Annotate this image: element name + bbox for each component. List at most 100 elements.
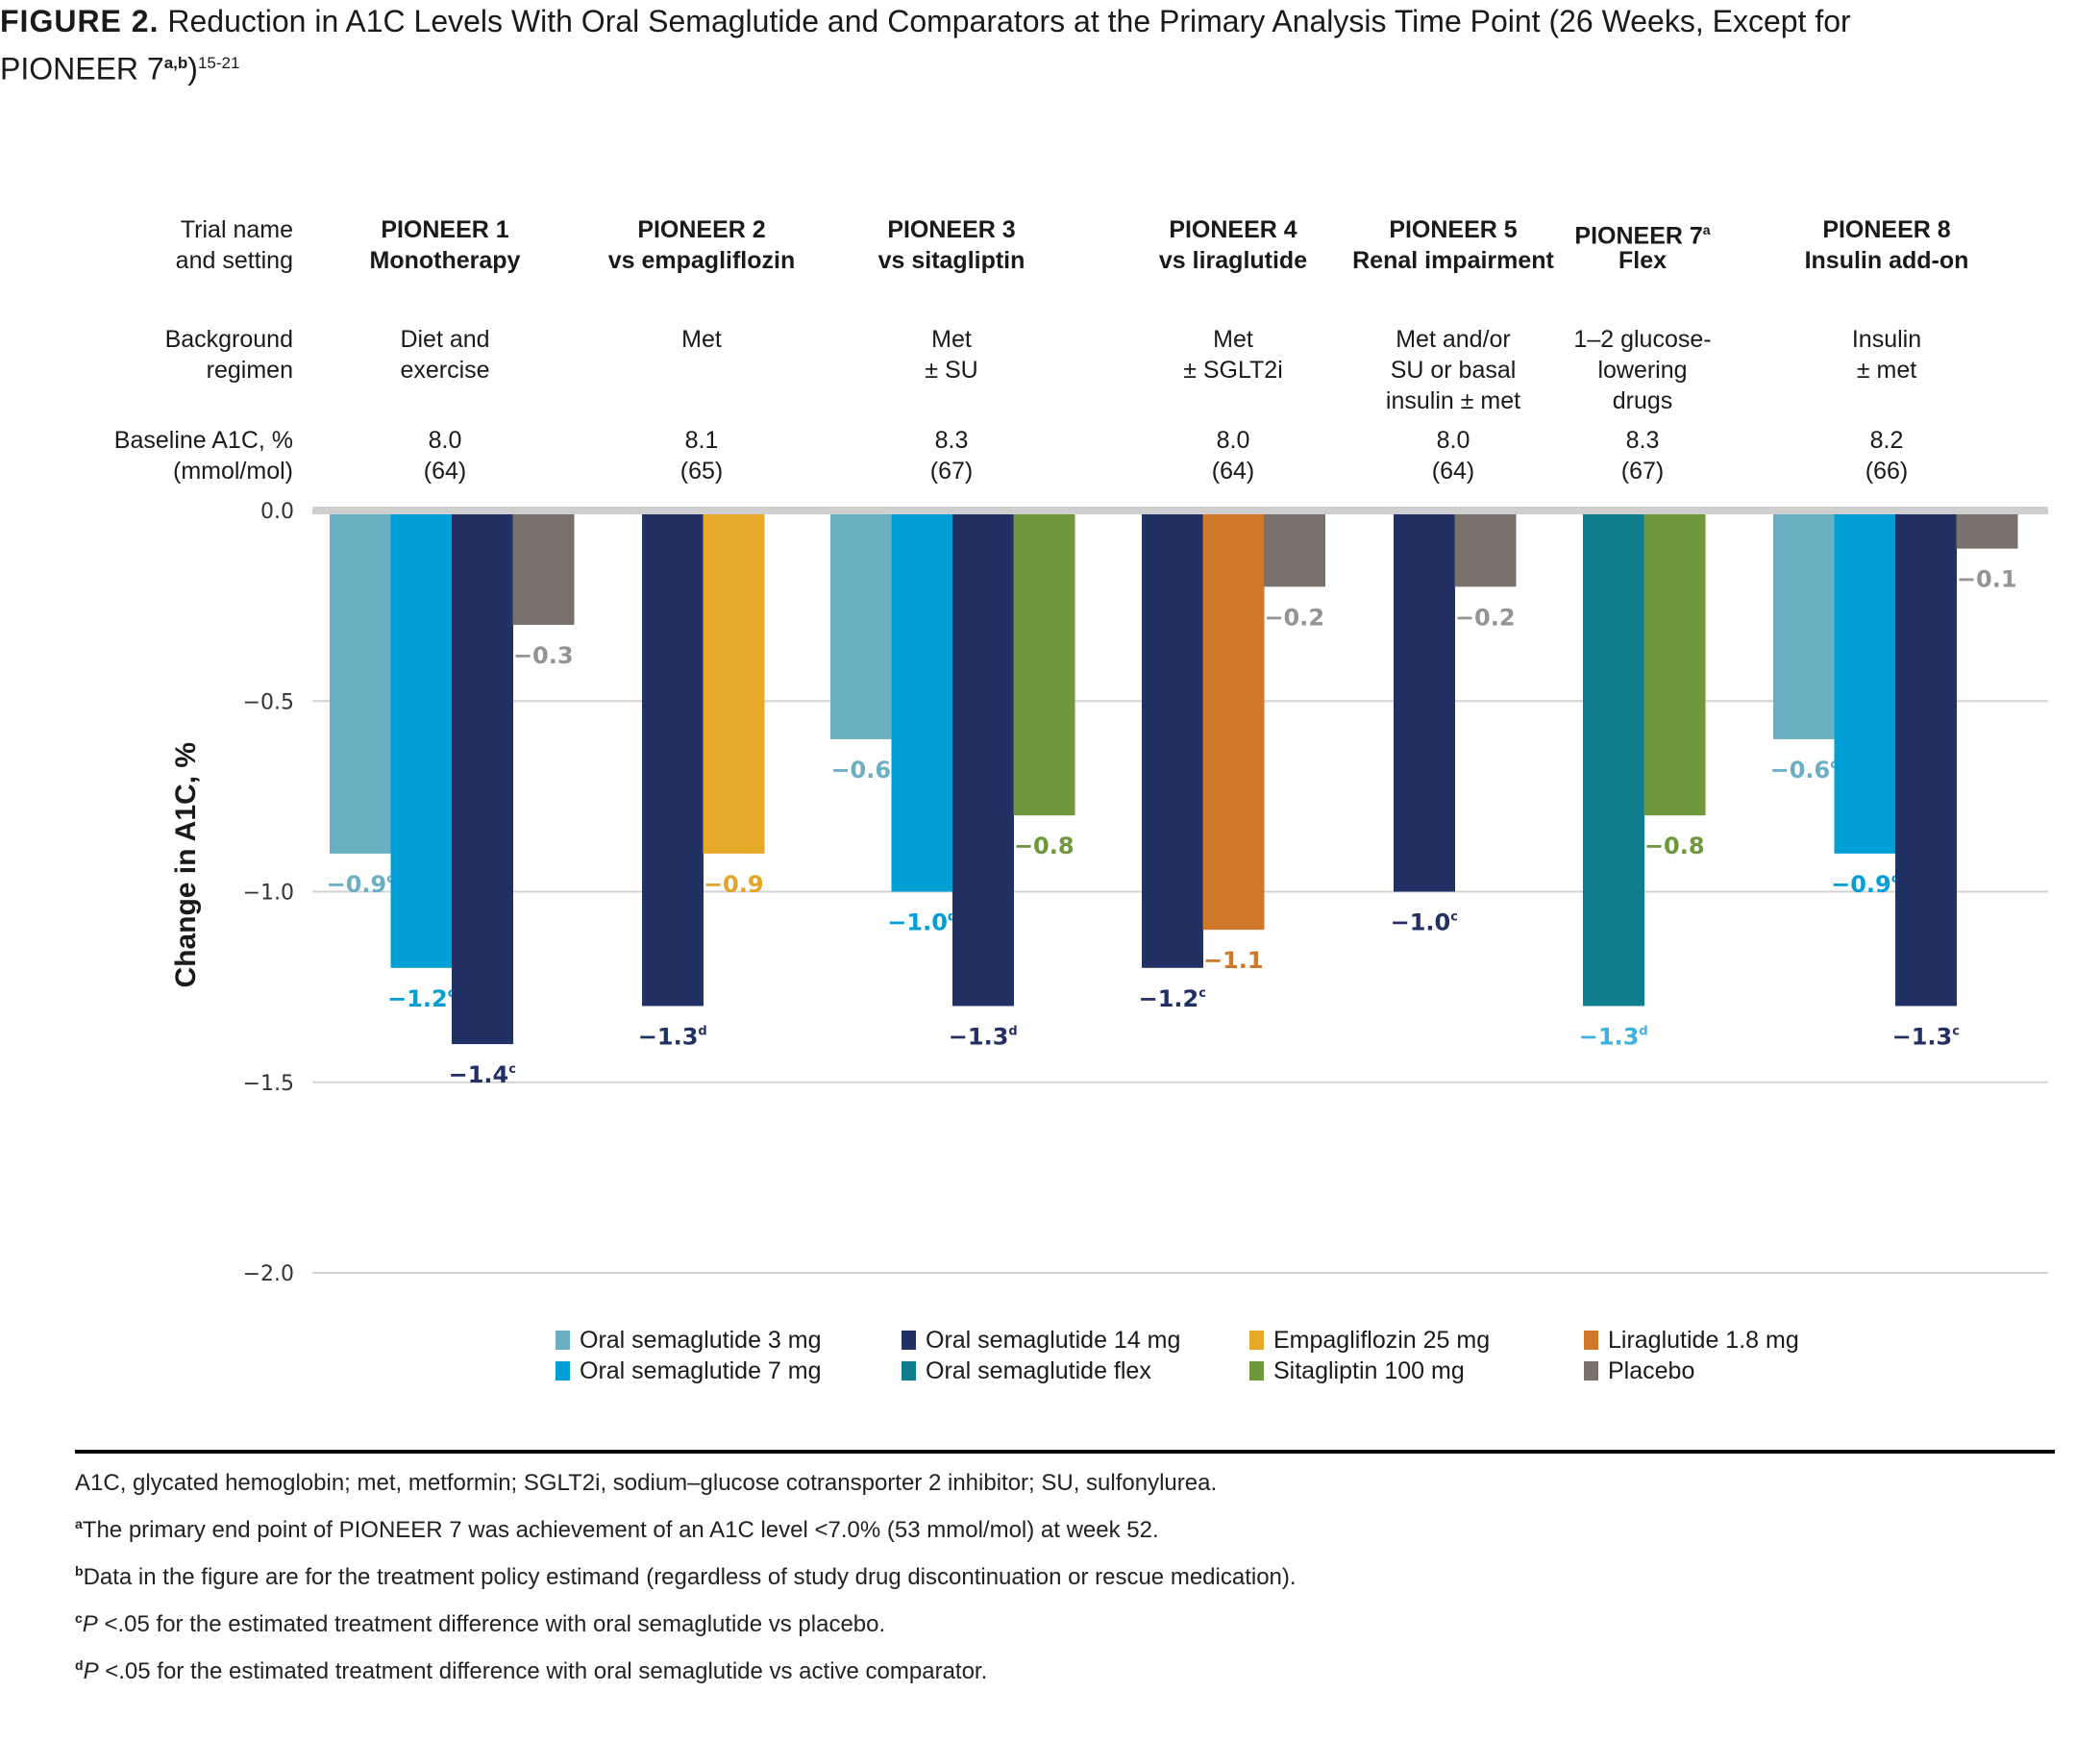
value-label: −0.3 <box>513 642 574 669</box>
y-axis-title: Change in A1C, % <box>170 742 202 988</box>
figure-title-close-paren: ) <box>187 51 198 87</box>
trial-name: PIONEER 7a <box>1574 222 1711 250</box>
background-regimen-line: Met <box>1213 326 1253 353</box>
value-label: −0.9c <box>327 871 394 898</box>
bar-sema14 <box>1394 514 1455 892</box>
legend-item-semaflex: Oral semaglutide flex <box>902 1356 1151 1386</box>
trial-setting: vs sitagliptin <box>877 247 1025 274</box>
figure-title: FIGURE 2. Reduction in A1C Levels With O… <box>0 0 1970 90</box>
background-regimen-line: SU or basal <box>1390 357 1517 384</box>
figure-label: FIGURE 2. <box>0 4 160 38</box>
value-label-footnote-mark: c <box>386 872 394 886</box>
baseline-a1c-percent: 8.0 <box>1436 427 1470 454</box>
background-regimen-line: drugs <box>1612 387 1673 414</box>
row-header-baseline-line2: (mmol/mol) <box>173 458 293 485</box>
legend-item-sema3: Oral semaglutide 3 mg <box>556 1325 822 1356</box>
trial-baseline-a1c: 8.0 (64) <box>310 425 580 486</box>
background-regimen-line: exercise <box>400 357 490 384</box>
baseline-a1c-percent: 8.3 <box>1625 427 1660 454</box>
value-label-footnote-mark: c <box>1830 758 1838 772</box>
legend-label: Liraglutide 1.8 mg <box>1608 1327 1799 1354</box>
legend-item-sema7: Oral semaglutide 7 mg <box>556 1356 822 1386</box>
value-label-footnote-mark: d <box>1639 1024 1647 1038</box>
legend-item-sita: Sitagliptin 100 mg <box>1249 1356 1465 1386</box>
trial-name: PIONEER 4 <box>1169 216 1297 243</box>
trial-baseline-a1c: 8.3 (67) <box>817 425 1086 486</box>
trial-name: PIONEER 2 <box>637 216 766 243</box>
trial-setting: Monotherapy <box>369 247 521 274</box>
bar-sema7 <box>1834 514 1896 854</box>
row-header-trial: Trial name and setting <box>176 214 293 276</box>
value-label: −1.0c <box>1391 909 1458 936</box>
value-label: −1.2c <box>1139 985 1206 1012</box>
trial-name-footnote-mark: a <box>1702 222 1711 237</box>
background-regimen-line: ± met <box>1856 357 1917 384</box>
value-label-footnote-mark: d <box>698 1024 706 1038</box>
value-label-footnote-mark: c <box>448 986 456 1001</box>
baseline-a1c-mmol: (64) <box>423 458 467 485</box>
trial-setting: Flex <box>1618 247 1668 274</box>
bar-sema7 <box>891 514 953 892</box>
bar-sema14 <box>1895 514 1957 1007</box>
footnote-divider <box>75 1450 2055 1454</box>
row-header-background: Background regimen <box>165 324 293 386</box>
row-header-baseline-line1: Baseline A1C, % <box>113 427 293 454</box>
baseline-a1c-percent: 8.2 <box>1869 427 1904 454</box>
footnotes: A1C, glycated hemoglobin; met, metformin… <box>75 1463 2055 1692</box>
legend-swatch <box>1249 1361 1264 1381</box>
y-tick-label: −2.0 <box>243 1262 294 1286</box>
value-label: −0.2 <box>1264 604 1324 631</box>
legend-label: Placebo <box>1608 1357 1695 1384</box>
trial-background-regimen: Insulin ± met <box>1752 324 2021 386</box>
y-tick-label: 0.0 <box>260 500 294 524</box>
trial-background-regimen: Diet and exercise <box>310 324 580 386</box>
trial-name: PIONEER 8 <box>1822 216 1951 243</box>
y-tick-label: −1.5 <box>243 1072 294 1096</box>
row-header-trial-line2: and setting <box>175 247 293 274</box>
background-regimen-line: Met <box>681 326 722 353</box>
p-value-symbol: P <box>82 1611 98 1637</box>
trial-background-regimen: Met <box>567 324 836 355</box>
value-label: −1.1 <box>1203 947 1264 974</box>
bar-placebo <box>512 514 575 625</box>
legend-label: Sitagliptin 100 mg <box>1273 1357 1465 1384</box>
value-label: −0.8 <box>1014 833 1075 859</box>
legend-item-placebo: Placebo <box>1584 1356 1694 1386</box>
row-header-trial-line1: Trial name <box>180 216 293 243</box>
row-header-baseline: Baseline A1C, % (mmol/mol) <box>114 425 293 486</box>
value-label-footnote-mark: c <box>1198 986 1206 1001</box>
bar-sema3 <box>1773 514 1835 739</box>
value-label: −0.9c <box>1831 871 1898 898</box>
legend-swatch <box>1584 1361 1598 1381</box>
background-regimen-line: 1–2 glucose- <box>1573 326 1712 353</box>
trial-background-regimen: Met ± SGLT2i <box>1099 324 1368 386</box>
footnote-d: dP <.05 for the estimated treatment diff… <box>75 1645 2055 1692</box>
trial-baseline-a1c: 8.0 (64) <box>1099 425 1368 486</box>
bar-placebo <box>1264 514 1325 587</box>
trial-baseline-a1c: 8.2 (66) <box>1752 425 2021 486</box>
value-label-footnote-mark: c <box>1952 1024 1960 1038</box>
trial-baseline-a1c: 8.3 (67) <box>1508 425 1777 486</box>
background-regimen-line: lowering <box>1597 357 1688 384</box>
bar-sema7 <box>390 514 453 968</box>
trial-setting: Renal impairment <box>1352 247 1554 274</box>
footnote-text: Data in the figure are for the treatment… <box>83 1564 1297 1590</box>
value-label: −1.3d <box>638 1023 707 1050</box>
value-label: −0.8 <box>1644 833 1705 859</box>
value-label: −0.9 <box>704 871 764 898</box>
trial-baseline-a1c: 8.1 (65) <box>567 425 836 486</box>
value-label: −0.6c <box>1770 757 1838 784</box>
value-label: −1.2c <box>387 985 455 1012</box>
baseline-a1c-percent: 8.0 <box>428 427 462 454</box>
bar-placebo <box>1956 514 2018 549</box>
figure-title-line2: PIONEER 7 <box>0 51 164 87</box>
bar-sema3 <box>330 514 391 854</box>
legend-label: Oral semaglutide flex <box>926 1357 1151 1384</box>
bar-sita <box>1013 514 1075 816</box>
footnote-c: cP <.05 for the estimated treatment diff… <box>75 1598 2055 1645</box>
legend-label: Oral semaglutide 3 mg <box>580 1327 822 1354</box>
legend-swatch <box>902 1331 916 1350</box>
footnote-mark: c <box>75 1610 83 1626</box>
value-label-footnote-mark: d <box>948 910 956 925</box>
